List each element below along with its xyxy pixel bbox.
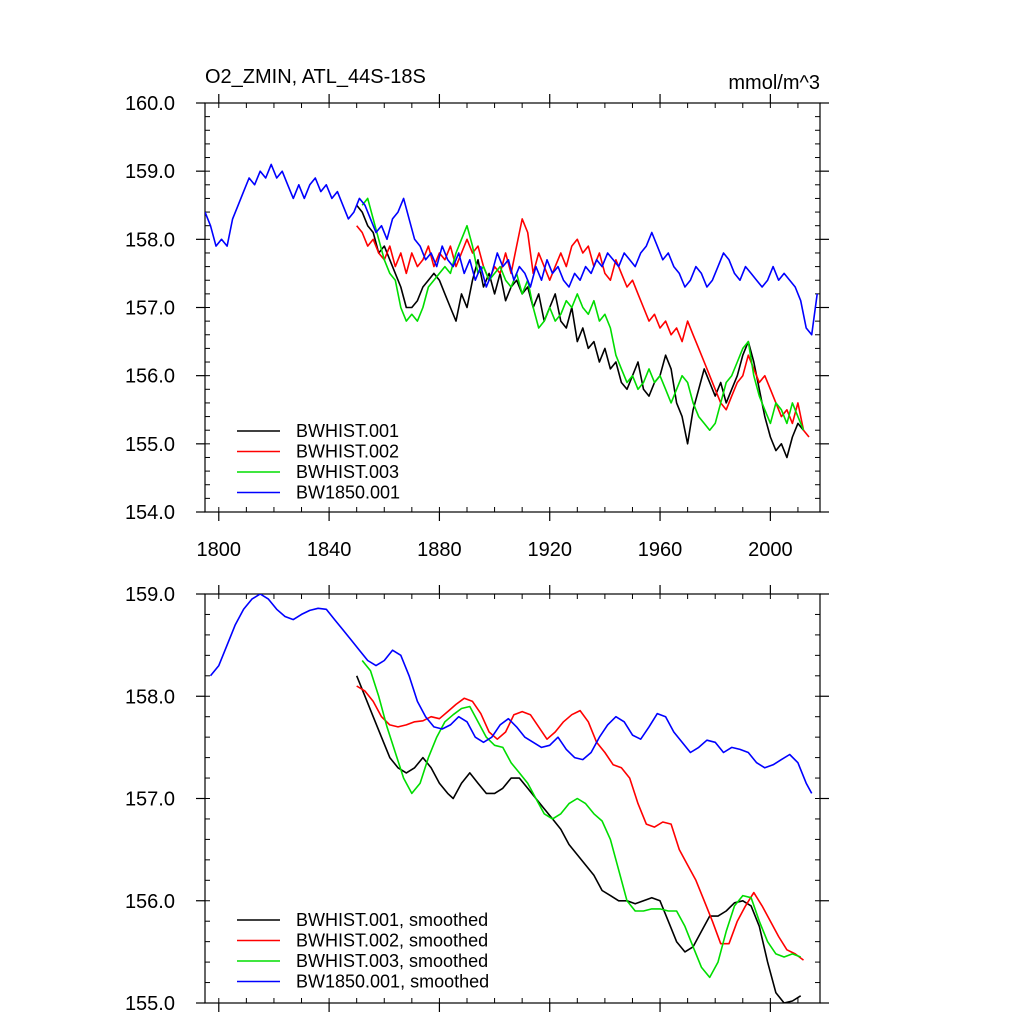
series-line-bw1850-001-smoothed: [209, 594, 813, 794]
legend-label: BWHIST.001, smoothed: [296, 910, 488, 930]
bottom-panel: 155.0 156.0 157.0 158.0 159.0 BWHIST.001, smo…: [125, 584, 829, 1015]
legend-label: BW1850.001, smoothed: [296, 972, 489, 992]
y-tick-label: 156.0: [125, 366, 175, 388]
x-tick-label: 1920: [527, 539, 572, 561]
top-panel: 154.0 155.0 156.0 157.0 158.0 159.0 160.0 1800 1…: [125, 66, 829, 561]
y-tick-label: 159.0: [125, 161, 175, 183]
legend-label: BWHIST.002: [296, 442, 399, 462]
legend-label: BWHIST.001: [296, 421, 399, 441]
series-line-bwhist-003: [361, 197, 805, 431]
x-tick-label: 1840: [307, 539, 352, 561]
x-tick-label: 2000: [748, 539, 793, 561]
series-line-bwhist-003-smoothed: [361, 659, 801, 979]
y-tick-label: 157.0: [125, 789, 175, 811]
legend-label: BW1850.001: [296, 483, 400, 503]
x-tick-label: 1880: [417, 539, 462, 561]
series-line-bwhist-001: [356, 204, 805, 459]
y-tick-label: 155.0: [125, 434, 175, 456]
legend-label: BWHIST.003: [296, 462, 399, 482]
legend-label: BWHIST.002, smoothed: [296, 931, 488, 951]
series-line-bwhist-001-smoothed: [355, 675, 802, 1003]
y-tick-label: 157.0: [125, 298, 175, 320]
series-line-bwhist-002-smoothed: [356, 685, 804, 961]
series-line-bwhist-002: [356, 218, 810, 438]
y-tick-label: 155.0: [125, 993, 175, 1015]
y-tick-label: 154.0: [125, 502, 175, 524]
legend-label: BWHIST.003, smoothed: [296, 951, 488, 971]
y-tick-label: 158.0: [125, 686, 175, 708]
y-tick-label: 160.0: [125, 93, 175, 115]
y-tick-label: 156.0: [125, 891, 175, 913]
chart-title: O2_ZMIN, ATL_44S-18S: [205, 66, 426, 88]
y-tick-label: 158.0: [125, 229, 175, 251]
y-tick-label: 159.0: [125, 584, 175, 606]
x-tick-label: 1800: [197, 539, 242, 561]
series-line-bw1850-001: [205, 163, 818, 336]
x-tick-label: 1960: [638, 539, 683, 561]
units-label: mmol/m^3: [728, 72, 820, 94]
